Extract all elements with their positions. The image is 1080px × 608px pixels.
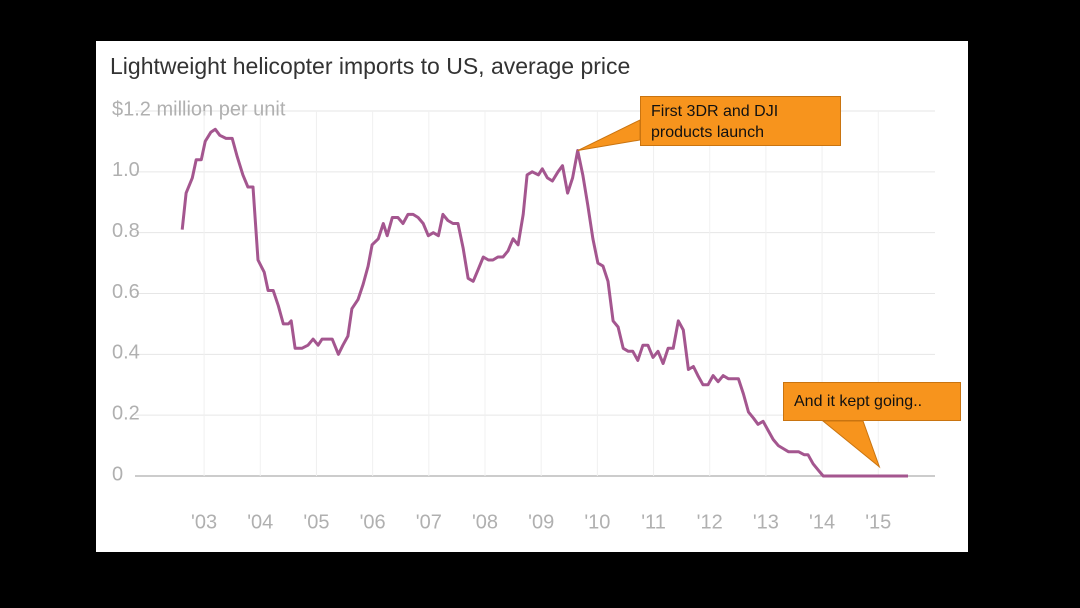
- x-tick-label: '05: [303, 511, 329, 533]
- x-tick-label: '07: [416, 511, 442, 533]
- y-tick-label: 0: [112, 463, 123, 485]
- chart-panel: Lightweight helicopter imports to US, av…: [96, 41, 968, 552]
- y-tick-label: 0.6: [112, 281, 140, 303]
- x-tick-label: '14: [809, 511, 835, 533]
- y-tick-label: 0.4: [112, 342, 140, 364]
- x-tick-label: '04: [247, 511, 273, 533]
- x-tick-label: '08: [472, 511, 498, 533]
- x-tick-label: '09: [528, 511, 554, 533]
- y-tick-label: 1.0: [112, 159, 140, 181]
- x-tick-label: '12: [697, 511, 723, 533]
- x-tick-label: '15: [865, 511, 891, 533]
- annotation: First 3DR and DJI products launch: [640, 96, 841, 146]
- annotation-pointer: [821, 420, 881, 469]
- annotation-pointer: [577, 119, 641, 152]
- y-tick-label: $1.2 million per unit: [112, 98, 286, 120]
- line-series: [180, 127, 908, 478]
- x-tick-label: '03: [191, 511, 217, 533]
- x-tick-label: '13: [753, 511, 779, 533]
- y-tick-label: 0.2: [112, 402, 140, 424]
- y-tick-label: 0.8: [112, 220, 140, 242]
- x-tick-label: '10: [584, 511, 610, 533]
- x-tick-label: '11: [641, 511, 666, 533]
- x-tick-label: '06: [360, 511, 386, 533]
- chart-title: Lightweight helicopter imports to US, av…: [110, 53, 630, 79]
- annotation: And it kept going..: [783, 382, 961, 421]
